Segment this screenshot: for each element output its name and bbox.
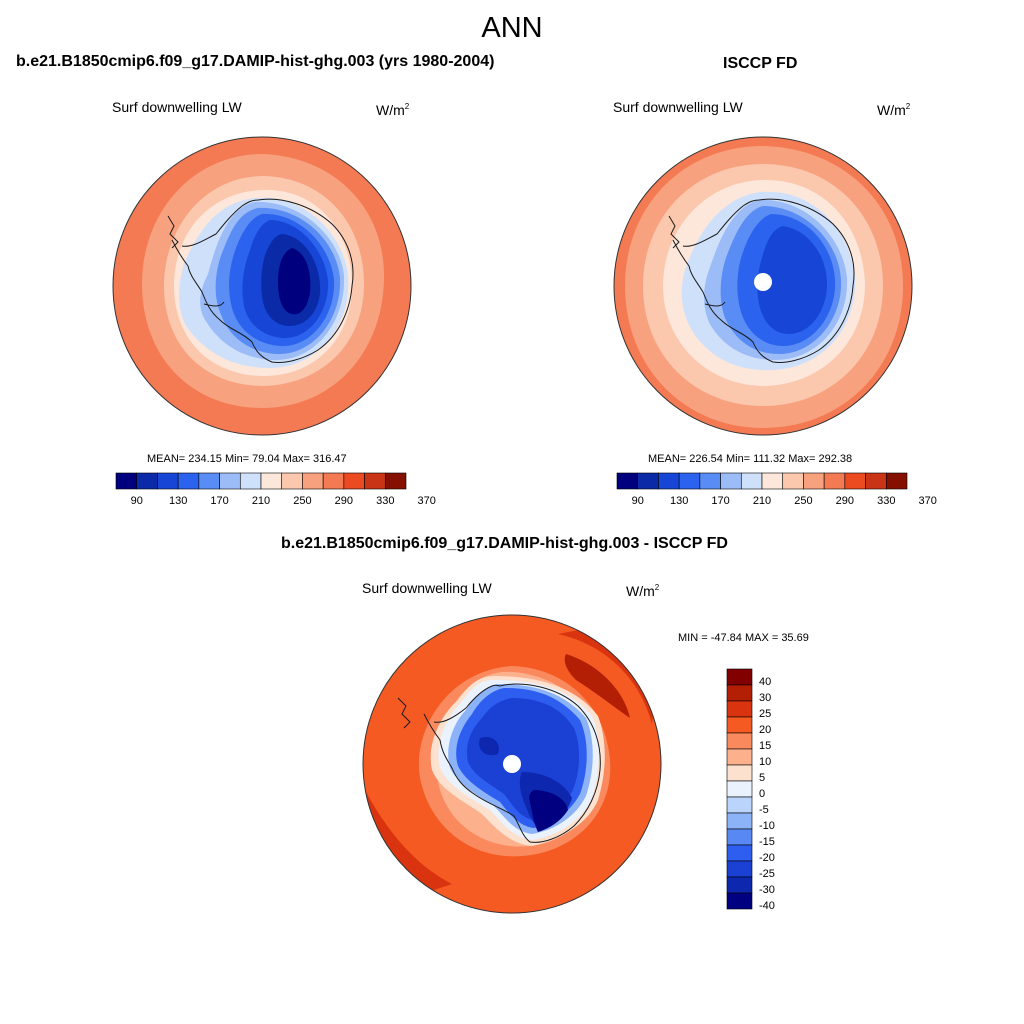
colorbar-1-tick-label: 210 <box>252 495 270 507</box>
colorbar-1-swatch <box>177 472 200 490</box>
panel-1-title: b.e21.B1850cmip6.f09_g17.DAMIP-hist-ghg.… <box>16 53 495 70</box>
colorbar-1-swatch <box>281 472 303 490</box>
colorbar-2-swatch <box>844 472 866 490</box>
colorbar-3-tick-label: -25 <box>759 868 775 880</box>
colorbar-3-swatch <box>726 732 753 750</box>
colorbar-3-tick-label: 15 <box>759 740 771 752</box>
colorbar-3-swatch <box>726 892 753 910</box>
panel-1-colorbar: 90 130 170 210 250 290 330 370 <box>115 472 436 507</box>
colorbar-2-tick-label: 330 <box>877 495 895 507</box>
colorbar-1-swatch <box>239 472 262 490</box>
colorbar-2-swatch <box>658 472 680 490</box>
colorbar-3-tick-label: 20 <box>759 724 771 736</box>
colorbar-1-tick-label: 250 <box>293 495 311 507</box>
colorbar-2-swatch <box>803 472 825 490</box>
colorbar-2-tick-label: 290 <box>836 495 854 507</box>
panel-1-stats: MEAN= 234.15 Min= 79.04 Max= 316.47 <box>147 453 347 465</box>
colorbar-1-swatch <box>260 472 283 490</box>
colorbar-3-tick-label: -15 <box>759 836 775 848</box>
colorbar-1-swatch <box>136 472 158 490</box>
colorbar-1-swatch <box>364 472 386 490</box>
colorbar-1-tick-label: 370 <box>418 495 436 507</box>
colorbar-3-tick-label: 30 <box>759 692 771 704</box>
colorbar-2-swatch <box>678 472 701 490</box>
panel-1-polar-map <box>112 136 412 436</box>
colorbar-3-swatch <box>726 700 753 718</box>
colorbar-1-swatch <box>157 472 179 490</box>
panel-2-polar-map <box>613 136 913 436</box>
colorbar-2-tick-label: 250 <box>794 495 812 507</box>
colorbar-2-swatch <box>761 472 784 490</box>
colorbar-3-tick-label: -10 <box>759 820 775 832</box>
colorbar-2-tick-label: 210 <box>753 495 771 507</box>
colorbar-1-tick-label: 130 <box>169 495 187 507</box>
panel-3-units: W/m2 <box>626 583 660 599</box>
colorbar-2-swatch <box>823 472 846 490</box>
colorbar-3-tick-label: 0 <box>759 788 765 800</box>
colorbar-1-tick-label: 170 <box>210 495 228 507</box>
colorbar-2-swatch <box>865 472 887 490</box>
colorbar-1-tick-label: 290 <box>335 495 353 507</box>
colorbar-3-swatch <box>726 812 753 830</box>
colorbar-3-tick-label: -40 <box>759 900 775 912</box>
colorbar-2-swatch <box>740 472 763 490</box>
colorbar-3-tick-label: 10 <box>759 756 771 768</box>
colorbar-2-swatch <box>616 472 639 490</box>
colorbar-3-swatch <box>726 748 753 766</box>
panel-2-stats: MEAN= 226.54 Min= 111.32 Max= 292.38 <box>648 453 853 465</box>
figure-title: ANN <box>481 12 543 44</box>
colorbar-2-swatch <box>782 472 804 490</box>
panel-2-units: W/m2 <box>877 102 911 118</box>
colorbar-3-swatch <box>726 860 753 878</box>
colorbar-3-swatch <box>726 764 753 782</box>
colorbar-2-tick-label: 370 <box>919 495 937 507</box>
colorbar-1-swatch <box>322 472 345 490</box>
colorbar-2-tick-label: 130 <box>670 495 688 507</box>
colorbar-3-tick-label: 5 <box>759 772 765 784</box>
colorbar-3-swatch <box>726 780 753 798</box>
colorbar-3-tick-label: -5 <box>759 804 769 816</box>
colorbar-3-tick-label: 25 <box>759 708 771 720</box>
panel-3-stats: MIN = -47.84 MAX = 35.69 <box>678 632 809 644</box>
panel-3-field-label: Surf downwelling LW <box>362 580 492 596</box>
colorbar-1-tick-label: 90 <box>131 495 143 507</box>
colorbar-2-tick-label: 90 <box>632 495 644 507</box>
colorbar-1-swatch <box>219 472 241 490</box>
colorbar-2-tick-label: 170 <box>711 495 729 507</box>
colorbar-1-tick-label: 330 <box>376 495 394 507</box>
panel-2-colorbar: 90 130 170 210 250 290 330 370 <box>616 472 937 507</box>
panel-1-field-label: Surf downwelling LW <box>112 99 242 115</box>
panel-3-title: b.e21.B1850cmip6.f09_g17.DAMIP-hist-ghg.… <box>281 535 728 552</box>
panel-3-polar-map <box>362 614 662 914</box>
colorbar-3-swatch <box>726 668 753 686</box>
colorbar-3-swatch <box>726 828 753 846</box>
colorbar-2-swatch <box>720 472 742 490</box>
colorbar-3-swatch <box>726 876 753 894</box>
colorbar-3-swatch <box>726 684 753 702</box>
colorbar-3-swatch <box>726 716 753 734</box>
colorbar-3-tick-label: 40 <box>759 676 771 688</box>
colorbar-3-swatch <box>726 796 753 814</box>
panel-2-field-label: Surf downwelling LW <box>613 99 743 115</box>
colorbar-3-swatch <box>726 844 753 862</box>
panel-2-title: ISCCP FD <box>723 55 798 72</box>
colorbar-3-tick-label: -20 <box>759 852 775 864</box>
colorbar-1-swatch <box>343 472 365 490</box>
colorbar-1-swatch <box>198 472 220 490</box>
colorbar-2-swatch <box>885 472 908 490</box>
colorbar-2-swatch <box>699 472 721 490</box>
panel-3-colorbar: 40 30 25 20 15 10 5 0 -5 -10 -15 -20 -25 -30 -40 <box>726 668 775 912</box>
colorbar-3-tick-label: -30 <box>759 884 775 896</box>
colorbar-1-swatch <box>302 472 324 490</box>
panel-1-units: W/m2 <box>376 102 410 118</box>
colorbar-2-swatch <box>637 472 659 490</box>
colorbar-1-swatch <box>384 472 407 490</box>
colorbar-1-swatch <box>115 472 138 490</box>
